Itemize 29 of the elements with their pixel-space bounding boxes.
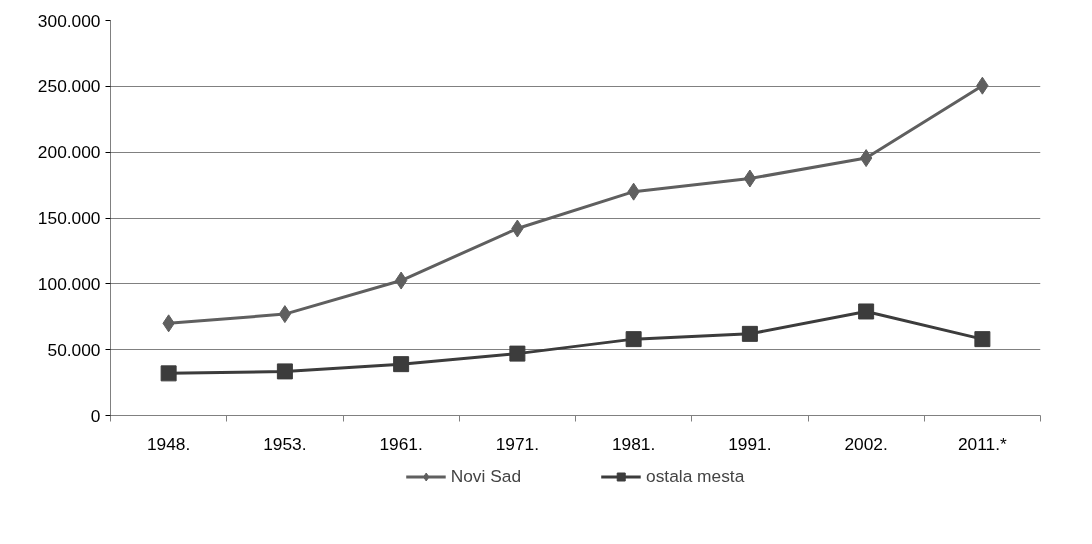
x-tick-label: 2002.	[844, 433, 888, 454]
point	[393, 356, 410, 373]
y-tick-label: 0	[90, 405, 101, 426]
x-tick-label: 1961.	[379, 433, 423, 454]
point	[160, 365, 177, 382]
y-tick-label: 200.000	[37, 142, 101, 163]
x-tick-label: 1971.	[495, 433, 540, 454]
y-tick-label: 300.000	[37, 10, 101, 31]
x-tick-label: 1953.	[263, 433, 307, 454]
x-tick-label: 2011.*	[957, 433, 1008, 454]
y-tick-label: 150.000	[37, 208, 101, 228]
y-tick-label: 250.000	[37, 76, 101, 97]
y-tick-label: 100.000	[37, 273, 101, 294]
x-tick-label: 1991.	[728, 433, 772, 454]
x-tick-label: 1981.	[611, 433, 656, 454]
legend-label: ostala mesta	[646, 465, 745, 487]
point	[859, 149, 873, 168]
y-tick-label: 50.000	[47, 339, 101, 360]
point	[974, 331, 991, 348]
point	[741, 325, 758, 342]
point	[858, 303, 875, 320]
point	[743, 169, 757, 188]
point	[278, 305, 292, 324]
point	[394, 271, 408, 290]
point	[276, 363, 293, 380]
legend-label: Novi Sad	[450, 465, 522, 487]
point	[509, 345, 526, 362]
point	[625, 331, 642, 348]
x-tick-label: 1948.	[146, 433, 191, 454]
